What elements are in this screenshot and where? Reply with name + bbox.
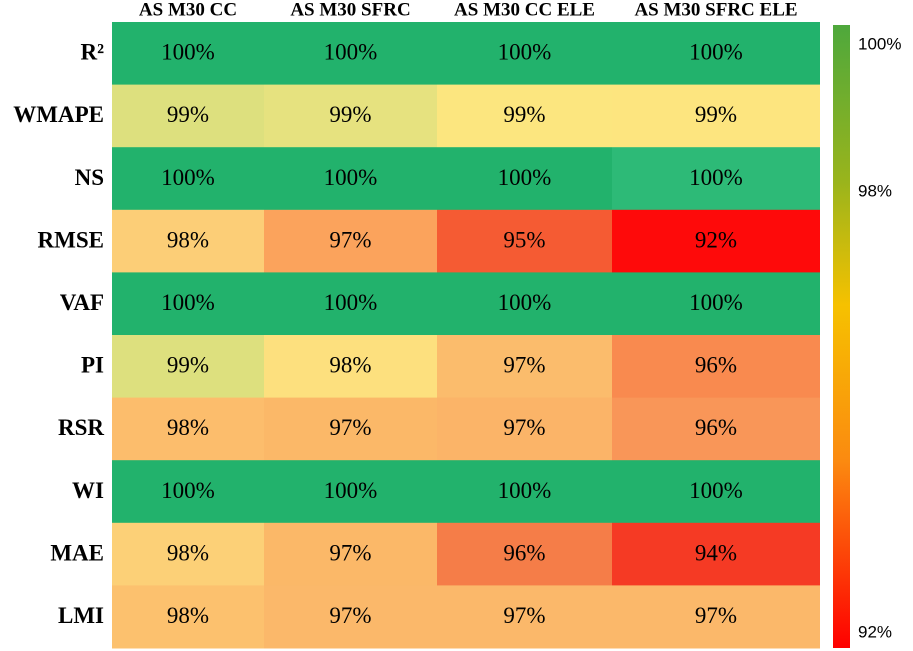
column-label: AS M30 CC ELE [454,0,595,20]
heatmap-cell [112,397,264,461]
cell-label: 97% [329,540,371,565]
heatmap-cell [264,84,437,148]
column-label: AS M30 SFRC [290,0,410,20]
heatmap-cell [437,335,612,399]
row-label: RMSE [38,227,104,252]
heatmap-cell [612,209,820,273]
heatmap-cell [264,272,437,336]
cell-label: 96% [503,540,545,565]
cell-label: 100% [689,290,743,315]
cell-label: 100% [498,478,552,503]
heatmap-cell [612,147,820,211]
colorbar [833,25,850,648]
cell-label: 98% [167,227,209,252]
heatmap-cell [112,585,264,649]
row-label: NS [75,165,104,190]
cell-label: 100% [324,165,378,190]
cell-label: 99% [167,353,209,378]
cell-label: 97% [329,415,371,440]
heatmap-cell [437,397,612,461]
colorbar-tick-label: 100% [858,34,901,53]
heatmap-cell [437,22,612,86]
heatmap-cell [264,209,437,273]
cell-label: 100% [324,290,378,315]
row-label: PI [81,353,104,378]
heatmap-cell [264,147,437,211]
cell-label: 100% [689,478,743,503]
cell-label: 100% [161,40,215,65]
row-label: LMI [58,603,104,628]
cell-label: 100% [161,165,215,190]
heatmap-cell [612,397,820,461]
cell-label: 100% [498,40,552,65]
heatmap-cell [264,397,437,461]
cell-label: 99% [503,102,545,127]
colorbar-tick-label: 92% [858,622,892,641]
heatmap-cell [612,84,820,148]
row-label: WMAPE [13,102,104,127]
cell-label: 94% [695,540,737,565]
cell-label: 99% [695,102,737,127]
heatmap-cell [112,209,264,273]
cell-label: 95% [503,227,545,252]
row-label: RSR [58,415,104,440]
heatmap-cell [112,335,264,399]
cell-label: 99% [329,102,371,127]
cell-label: 97% [329,227,371,252]
heatmap-cell [612,522,820,586]
cell-label: 98% [167,415,209,440]
heatmap-cell [437,147,612,211]
cell-label: 92% [695,227,737,252]
heatmap-cell [612,335,820,399]
heatmap-cell [437,460,612,524]
cell-label: 100% [324,40,378,65]
cell-label: 100% [498,290,552,315]
cell-label: 99% [167,102,209,127]
colorbar-tick-label: 98% [858,181,892,200]
cell-label: 96% [695,415,737,440]
row-label: VAF [60,290,104,315]
cell-label: 98% [329,353,371,378]
heatmap-cell [264,460,437,524]
heatmap-cell [112,522,264,586]
cell-label: 97% [503,353,545,378]
heatmap-cell [264,522,437,586]
column-label: AS M30 SFRC ELE [634,0,797,20]
cell-label: 98% [167,603,209,628]
heatmap-cell [264,335,437,399]
cell-label: 97% [329,603,371,628]
heatmap-cell [612,460,820,524]
heatmap-cell [437,522,612,586]
heatmap-cell [112,84,264,148]
heatmap-cell [612,22,820,86]
cell-label: 97% [503,603,545,628]
heatmap-cell [612,272,820,336]
cell-label: 98% [167,540,209,565]
cell-label: 100% [689,40,743,65]
cell-label: 96% [695,353,737,378]
column-label: AS M30 CC [139,0,237,20]
heatmap-cell [437,585,612,649]
cell-label: 100% [498,165,552,190]
heatmap-cell [264,585,437,649]
heatmap-cell [437,209,612,273]
heatmap-cell [112,22,264,86]
cell-label: 100% [161,290,215,315]
heatmap-cell [612,585,820,649]
cell-label: 97% [695,603,737,628]
cell-label: 100% [689,165,743,190]
row-label: WI [72,478,104,503]
heatmap-cell [112,460,264,524]
heatmap-cell [437,84,612,148]
heatmap-cell [112,272,264,336]
cell-label: 97% [503,415,545,440]
row-label: R² [80,40,104,65]
row-label: MAE [50,540,104,565]
heatmap-cell [437,272,612,336]
cell-label: 100% [161,478,215,503]
heatmap-cell [112,147,264,211]
cell-label: 100% [324,478,378,503]
heatmap-cell [264,22,437,86]
